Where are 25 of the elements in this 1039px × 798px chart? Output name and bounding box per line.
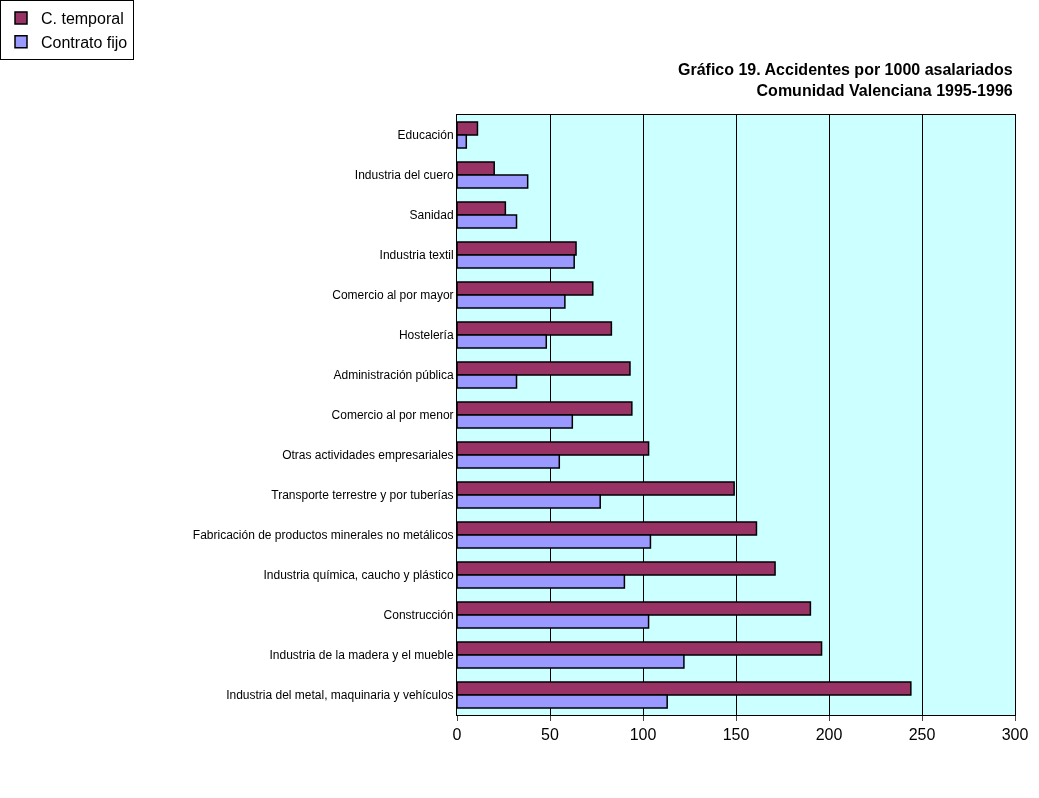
y-tick-label: Industria textil: [379, 248, 454, 263]
y-tick-label: Otras actividades empresariales: [282, 448, 454, 463]
x-tick-label: 0: [452, 726, 462, 744]
y-tick-label: Industria del cuero: [354, 168, 454, 183]
y-tick-label: Comercio al por menor: [331, 408, 454, 423]
y-tick-label: Industria del metal, maquinaria y vehículos: [226, 688, 454, 703]
y-tick-label: Construcción: [383, 608, 454, 623]
y-tick-label: Administración pública: [333, 368, 454, 383]
y-tick-label: Industria de la madera y el mueble: [269, 648, 454, 663]
y-tick-label: Industria química, caucho y plástico: [263, 568, 454, 583]
legend-label: Contrato fijo: [41, 33, 128, 51]
y-tick-label: Educación: [397, 128, 454, 143]
x-tick-label: 250: [908, 726, 936, 744]
x-tick-label: 300: [1001, 726, 1029, 744]
x-tick-label: 150: [722, 726, 750, 744]
chart-title: Gráfico 19. Accidentes por 1000 asalariados Comunidad Valenciana 1995-1996: [678, 61, 1013, 99]
y-tick-label: Hostelería: [398, 328, 454, 343]
x-tick-label: 200: [815, 726, 843, 744]
y-tick-label: Fabricación de productos minerales no metálicos: [192, 528, 454, 543]
y-tick-label: Sanidad: [409, 208, 454, 223]
y-tick-label: Comercio al por mayor: [332, 288, 454, 303]
legend-label: C. temporal: [41, 10, 124, 28]
x-tick-label: 50: [541, 726, 559, 744]
y-tick-label: Transporte terrestre y por tuberías: [271, 488, 454, 503]
x-tick-label: 100: [629, 726, 657, 744]
